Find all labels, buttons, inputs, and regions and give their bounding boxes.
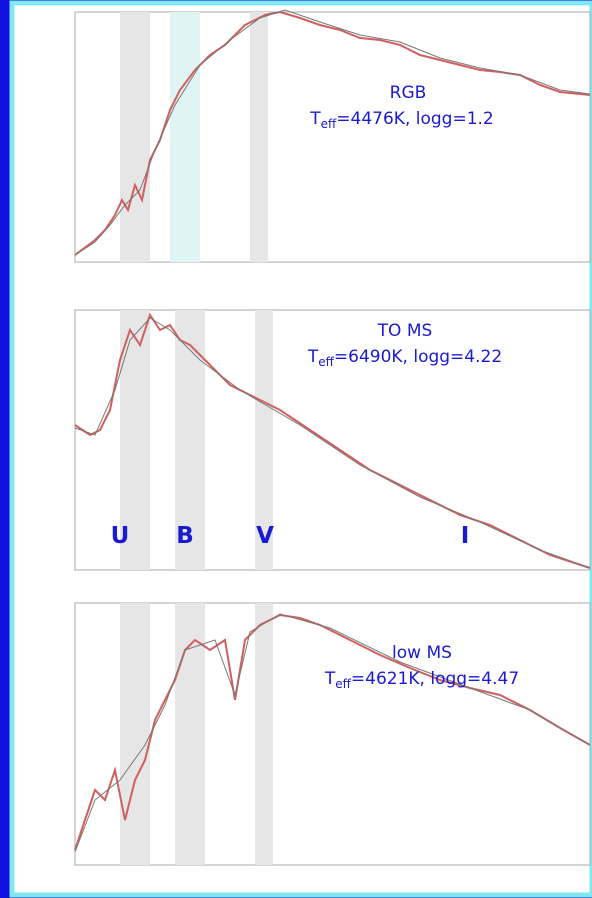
subscript: eff xyxy=(321,117,337,131)
plot-panel xyxy=(74,309,591,571)
panel-params: Teff=4621K, logg=4.47 xyxy=(324,669,519,691)
subscript: eff xyxy=(318,355,334,369)
panel-params: Teff=6490K, logg=4.22 xyxy=(307,347,502,369)
symbol: T xyxy=(324,669,336,689)
plot-panel xyxy=(74,9,591,263)
spectrum xyxy=(74,613,591,851)
plot-panel xyxy=(74,602,591,866)
band-label: V xyxy=(256,523,274,549)
spectrum xyxy=(74,317,591,569)
filter-band xyxy=(120,603,150,865)
plot-frame xyxy=(74,11,591,263)
params: =6490K, logg=4.22 xyxy=(334,347,502,367)
filter-band xyxy=(255,310,273,570)
spectrum xyxy=(74,10,591,256)
plot-frame xyxy=(74,602,591,866)
spectrum xyxy=(74,613,591,853)
panel-title: TO MS xyxy=(377,321,433,341)
spectrum xyxy=(74,9,591,256)
params: =4621K, logg=4.47 xyxy=(351,669,519,689)
plot-frame xyxy=(74,309,591,571)
subscript: eff xyxy=(335,677,351,691)
filter-band xyxy=(175,310,205,570)
filter-band xyxy=(120,12,150,262)
symbol: T xyxy=(307,347,319,367)
filter-band xyxy=(170,12,200,262)
band-label: I xyxy=(461,523,470,549)
symbol: T xyxy=(309,109,321,129)
filter-band xyxy=(120,310,150,570)
filter-band xyxy=(250,12,268,262)
panel-title: RGB xyxy=(390,83,427,103)
filter-band xyxy=(175,603,205,865)
panel-params: Teff=4476K, logg=1.2 xyxy=(309,109,494,131)
params: =4476K, logg=1.2 xyxy=(336,109,493,129)
band-label: B xyxy=(176,523,194,549)
panel-title: low MS xyxy=(392,643,452,663)
filter-band xyxy=(255,603,273,865)
band-label: U xyxy=(111,523,130,549)
